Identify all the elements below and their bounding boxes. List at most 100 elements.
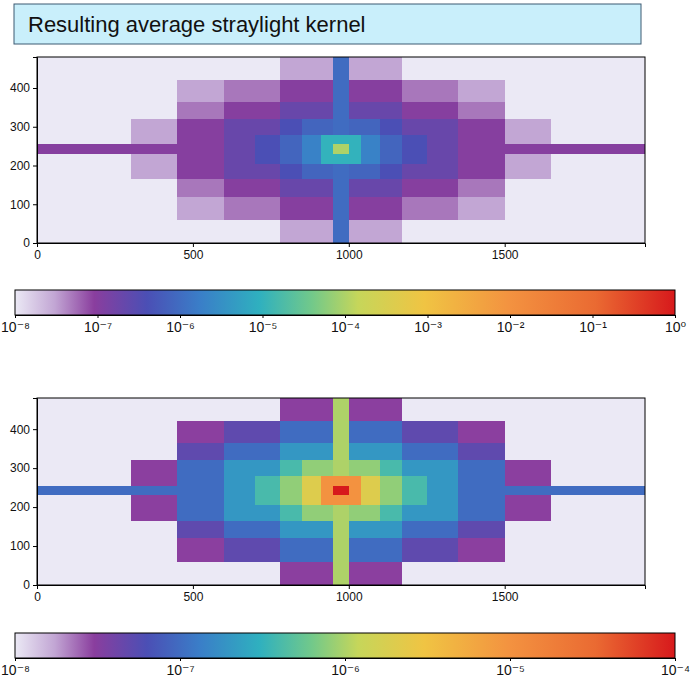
tick-mark xyxy=(180,315,181,318)
cell xyxy=(333,538,349,561)
cell xyxy=(280,486,302,496)
cell xyxy=(321,57,333,80)
axis: 050010001500 xyxy=(34,243,645,262)
cell xyxy=(361,164,380,180)
cell xyxy=(505,398,552,421)
cell xyxy=(84,398,131,421)
cell xyxy=(551,460,598,476)
cell xyxy=(255,119,280,135)
cell xyxy=(255,460,280,476)
tick: 200 xyxy=(10,159,37,173)
cell xyxy=(255,154,280,164)
cell xyxy=(349,505,361,521)
tick-label: 400 xyxy=(10,423,30,437)
cell xyxy=(402,179,427,196)
tick-label: 10⁻⁶ xyxy=(331,662,360,678)
cell xyxy=(551,476,598,486)
cell xyxy=(280,505,302,521)
cell xyxy=(402,538,427,561)
cell xyxy=(131,486,178,496)
tick-mark xyxy=(180,658,181,661)
tick-label: 0 xyxy=(23,578,30,592)
cell xyxy=(280,154,302,164)
cell xyxy=(427,538,458,561)
cell xyxy=(598,164,645,180)
cell xyxy=(84,476,131,486)
cell xyxy=(224,476,255,486)
cell xyxy=(380,443,402,461)
cell xyxy=(598,398,645,421)
axis-line xyxy=(16,659,676,662)
cell xyxy=(551,220,598,243)
cell xyxy=(177,57,224,80)
cell xyxy=(361,521,380,539)
cell xyxy=(84,164,131,180)
cell xyxy=(380,460,402,476)
cell xyxy=(333,562,349,585)
cell xyxy=(505,164,552,180)
cell xyxy=(280,80,302,101)
cell xyxy=(458,197,505,220)
cell xyxy=(131,505,178,521)
cell xyxy=(131,476,178,486)
cell xyxy=(427,57,458,80)
cell xyxy=(280,179,302,196)
cell xyxy=(37,486,84,496)
tick-label: 0 xyxy=(23,236,30,250)
cell xyxy=(224,521,255,539)
cell xyxy=(37,164,84,180)
cell xyxy=(402,476,427,486)
tick-mark xyxy=(15,658,16,661)
cell xyxy=(37,562,84,585)
cell xyxy=(280,538,302,561)
cell xyxy=(598,505,645,521)
tick: 1500 xyxy=(492,243,519,262)
cell xyxy=(321,421,333,442)
cell xyxy=(177,443,224,461)
cell xyxy=(302,220,321,243)
cell xyxy=(37,57,84,80)
tick-label: 500 xyxy=(183,248,203,262)
cell xyxy=(321,562,333,585)
cell xyxy=(427,460,458,476)
cell xyxy=(84,538,131,561)
cell xyxy=(84,119,131,135)
cell xyxy=(131,135,178,145)
tick-label: 1500 xyxy=(492,248,519,262)
cell xyxy=(551,521,598,539)
cell xyxy=(349,80,361,101)
cell xyxy=(333,521,349,539)
cell xyxy=(84,521,131,539)
tick-mark xyxy=(193,585,194,589)
cell xyxy=(224,119,255,135)
cell xyxy=(84,220,131,243)
cell xyxy=(37,144,84,154)
cell xyxy=(505,179,552,196)
cell xyxy=(598,135,645,145)
cell xyxy=(361,220,380,243)
cell xyxy=(321,144,333,154)
cell xyxy=(255,398,280,421)
cell xyxy=(349,486,361,496)
cell xyxy=(131,154,178,164)
cell xyxy=(280,164,302,180)
cell xyxy=(131,562,178,585)
cell xyxy=(84,80,131,101)
cell xyxy=(224,179,255,196)
cell xyxy=(349,197,361,220)
cell xyxy=(302,521,321,539)
tick: 0 xyxy=(34,585,41,604)
tick: 10⁻⁸ xyxy=(1,315,30,335)
cell xyxy=(551,102,598,119)
cell xyxy=(177,135,224,145)
cell xyxy=(349,495,361,505)
cell xyxy=(131,398,178,421)
cell xyxy=(427,220,458,243)
cell xyxy=(333,398,349,421)
cell xyxy=(349,521,361,539)
tick: 400 xyxy=(10,423,37,437)
cell xyxy=(177,495,224,505)
cell xyxy=(321,154,333,164)
cell xyxy=(551,135,598,145)
cell xyxy=(302,421,321,442)
